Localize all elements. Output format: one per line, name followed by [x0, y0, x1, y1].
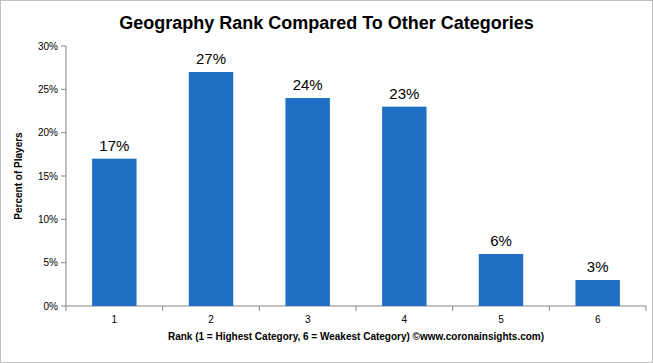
- data-label: 23%: [389, 85, 419, 102]
- x-tick: [66, 306, 67, 311]
- x-axis: 1 2 3 4 5 6: [66, 306, 646, 325]
- y-tick-label: 5%: [44, 257, 59, 268]
- bar: [285, 98, 329, 306]
- y-axis: 0% 5% 10% 15% 20% 25% 30%: [38, 41, 66, 312]
- x-axis-label: Rank (1 = Highest Category, 6 = Weakest …: [168, 331, 544, 342]
- x-tick: [162, 306, 163, 311]
- x-tick: [259, 306, 260, 311]
- y-tick: [61, 89, 66, 90]
- data-labels: 17% 27% 24% 23% 6% 3%: [99, 50, 608, 275]
- data-label: 24%: [293, 76, 323, 93]
- chart-container: Geography Rank Compared To Other Categor…: [0, 0, 653, 363]
- bar: [92, 159, 136, 306]
- y-tick: [61, 306, 66, 307]
- y-tick-label: 20%: [38, 127, 58, 138]
- y-tick: [61, 132, 66, 133]
- y-tick-label: 25%: [38, 84, 58, 95]
- x-tick-label: 5: [498, 314, 504, 325]
- y-tick: [61, 46, 66, 47]
- y-tick: [61, 176, 66, 177]
- x-tick: [646, 306, 647, 311]
- y-tick-label: 10%: [38, 214, 58, 225]
- title: Geography Rank Compared To Other Categor…: [119, 13, 534, 33]
- y-tick: [61, 262, 66, 263]
- bars: [92, 72, 620, 306]
- chart-frame: [1, 1, 653, 363]
- x-tick-label: 3: [305, 314, 311, 325]
- x-tick-label: 1: [112, 314, 118, 325]
- bar: [189, 72, 233, 306]
- bar: [479, 254, 523, 306]
- data-label: 17%: [99, 137, 129, 154]
- y-tick-label: 30%: [38, 41, 58, 52]
- x-tick: [356, 306, 357, 311]
- y-tick: [61, 219, 66, 220]
- bar: [575, 280, 619, 306]
- y-axis-label: Percent of Players: [13, 132, 24, 220]
- bar: [382, 107, 426, 306]
- data-label: 27%: [196, 50, 226, 67]
- data-label: 6%: [490, 232, 512, 249]
- x-tick-label: 6: [595, 314, 601, 325]
- x-tick-label: 4: [402, 314, 408, 325]
- x-tick: [549, 306, 550, 311]
- chart-svg: Geography Rank Compared To Other Categor…: [0, 0, 653, 363]
- y-tick-label: 0%: [44, 301, 59, 312]
- y-tick-label: 15%: [38, 171, 58, 182]
- data-label: 3%: [587, 258, 609, 275]
- y-axis-line: [66, 46, 67, 306]
- x-tick: [452, 306, 453, 311]
- x-tick-label: 2: [208, 314, 214, 325]
